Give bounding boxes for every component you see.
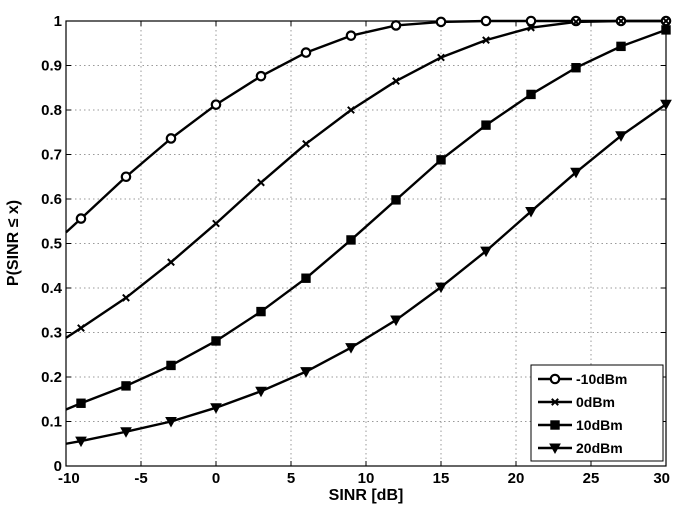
series-3-point — [660, 99, 672, 111]
series-0-point — [480, 15, 492, 27]
x-tick-label: 10 — [358, 470, 375, 487]
y-tick-label: 0.2 — [41, 369, 62, 386]
series-3-point — [390, 315, 402, 327]
x-tick-label: 20 — [508, 470, 525, 487]
x-tick-labels: -10 -5 0 5 10 15 20 25 30 — [58, 470, 670, 487]
series-2-point — [121, 381, 131, 391]
legend-label: 0dBm — [576, 394, 615, 410]
series-3-point — [255, 386, 267, 398]
series-1-point — [617, 17, 625, 25]
legend: -10dBm 0dBm 10dBm 20dBm — [530, 364, 664, 462]
y-tick-label: 0.3 — [41, 325, 62, 342]
series-1-point — [122, 293, 130, 302]
series-2-point — [166, 360, 176, 371]
y-tick-label: 0.6 — [41, 191, 62, 208]
legend-marker — [550, 420, 560, 430]
series-0-point — [255, 70, 267, 82]
series-markers — [75, 15, 672, 448]
series-1-point — [392, 77, 400, 85]
series-2-point — [481, 120, 491, 130]
y-tick-label: 0.7 — [41, 147, 62, 164]
series-0-point — [300, 47, 312, 58]
series-3-point — [120, 427, 132, 438]
series-3-point — [210, 403, 222, 414]
x-tick-label: -5 — [134, 470, 147, 487]
series-2-point — [616, 41, 626, 52]
series-0-point — [435, 16, 447, 28]
y-tick-label: 1 — [54, 13, 62, 30]
legend-label: 10dBm — [576, 417, 623, 433]
series-0-point — [75, 213, 87, 224]
series-1-point — [302, 139, 310, 148]
series-2-point — [391, 195, 401, 205]
x-tick-label: 5 — [287, 470, 295, 487]
series-1-point — [257, 178, 265, 187]
legend-label: 20dBm — [576, 440, 623, 456]
series-1-point — [437, 53, 445, 62]
series-0-point — [390, 20, 402, 31]
x-tick-label: 15 — [433, 470, 450, 487]
y-tick-label: 0.8 — [41, 102, 62, 119]
y-axis-label: P(SINR ≤ x) — [5, 200, 22, 286]
x-tick-label: 0 — [212, 470, 220, 487]
x-axis-label: SINR [dB] — [329, 487, 404, 504]
series-3-point — [570, 167, 582, 179]
series-3-point — [165, 417, 177, 428]
series-3-point — [525, 206, 537, 218]
series-2-point — [301, 273, 311, 283]
series-1-point — [167, 258, 175, 267]
series-3-point — [480, 246, 492, 258]
legend-marker — [549, 443, 561, 455]
y-tick-label: 0.5 — [41, 236, 62, 253]
series-0-point — [210, 99, 222, 110]
series-0-point — [165, 133, 177, 144]
series-3-point — [300, 367, 312, 378]
series-3-point — [345, 343, 357, 354]
y-tick-label: 0 — [54, 458, 62, 475]
series-3-point — [75, 436, 87, 448]
series-2-point — [256, 306, 266, 317]
series-1-point — [572, 17, 580, 26]
series-1-point — [347, 106, 355, 114]
series-2-point — [571, 63, 581, 73]
y-tick-label: 0.4 — [41, 280, 63, 297]
series-0-point — [345, 30, 357, 41]
series-1-point — [527, 23, 535, 32]
series-1-point — [662, 17, 670, 25]
series-3-point — [615, 131, 627, 142]
series-1-point — [482, 36, 490, 45]
series-2-point — [526, 89, 536, 100]
series-2-point — [436, 155, 446, 165]
series-1-point — [77, 324, 85, 332]
x-tick-label: 25 — [583, 470, 600, 487]
series-2-point — [661, 25, 671, 35]
legend-marker — [551, 398, 559, 406]
y-tick-label: 0.9 — [41, 58, 62, 75]
series-0-point — [525, 15, 537, 27]
x-tick-label: -10 — [58, 470, 80, 487]
legend-label: -10dBm — [576, 371, 627, 387]
y-tick-labels: 0 0.1 0.2 0.3 0.4 0.5 0.6 0.7 0.8 0.9 1 — [41, 13, 63, 475]
series-3-point — [435, 282, 447, 294]
series-2-point — [346, 235, 356, 245]
legend-marker — [549, 373, 561, 385]
series-2-point — [211, 336, 221, 346]
series-0-point — [120, 171, 132, 183]
series-1-point — [212, 219, 220, 228]
series-2-point — [76, 398, 86, 408]
y-tick-label: 0.1 — [41, 414, 62, 431]
x-tick-label: 30 — [653, 470, 670, 487]
